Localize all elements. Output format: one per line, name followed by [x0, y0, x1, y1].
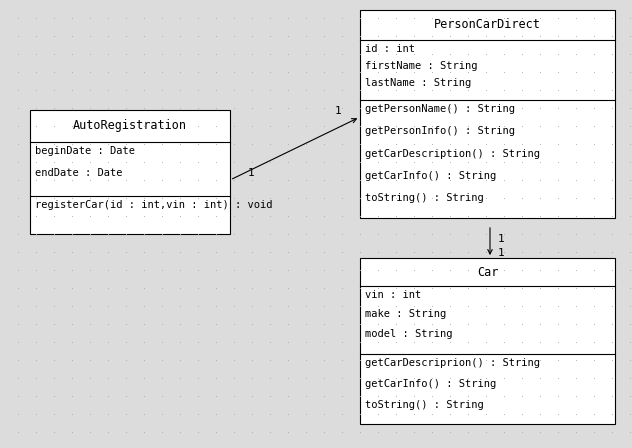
Text: Car: Car: [477, 266, 498, 279]
Text: make : String: make : String: [365, 310, 446, 319]
Text: model : String: model : String: [365, 329, 453, 339]
Text: getCarDescriprion() : String: getCarDescriprion() : String: [365, 358, 540, 368]
Text: PersonCarDirect: PersonCarDirect: [434, 18, 541, 31]
Text: firstName : String: firstName : String: [365, 61, 478, 71]
Text: toString() : String: toString() : String: [365, 193, 483, 203]
Text: 1: 1: [498, 248, 505, 258]
Text: vin : int: vin : int: [365, 290, 422, 300]
Bar: [360, 258, 615, 424]
Text: getPersonName() : String: getPersonName() : String: [365, 104, 515, 114]
Text: 1: 1: [248, 168, 255, 178]
Text: 1: 1: [498, 234, 505, 244]
Text: getCarInfo() : String: getCarInfo() : String: [365, 171, 496, 181]
Text: endDate : Date: endDate : Date: [35, 168, 123, 177]
Text: AutoRegistration: AutoRegistration: [73, 120, 187, 133]
Text: getPersonInfo() : String: getPersonInfo() : String: [365, 126, 515, 136]
Text: 1: 1: [335, 106, 342, 116]
Bar: [30, 110, 230, 234]
Text: beginDate : Date: beginDate : Date: [35, 146, 135, 156]
Text: registerCar(id : int,vin : int) : void: registerCar(id : int,vin : int) : void: [35, 200, 272, 210]
Text: getCarInfo() : String: getCarInfo() : String: [365, 379, 496, 389]
Bar: [360, 10, 615, 218]
Text: id : int: id : int: [365, 44, 415, 54]
Text: toString() : String: toString() : String: [365, 401, 483, 410]
Text: getCarDescription() : String: getCarDescription() : String: [365, 149, 540, 159]
Text: lastName : String: lastName : String: [365, 78, 471, 88]
